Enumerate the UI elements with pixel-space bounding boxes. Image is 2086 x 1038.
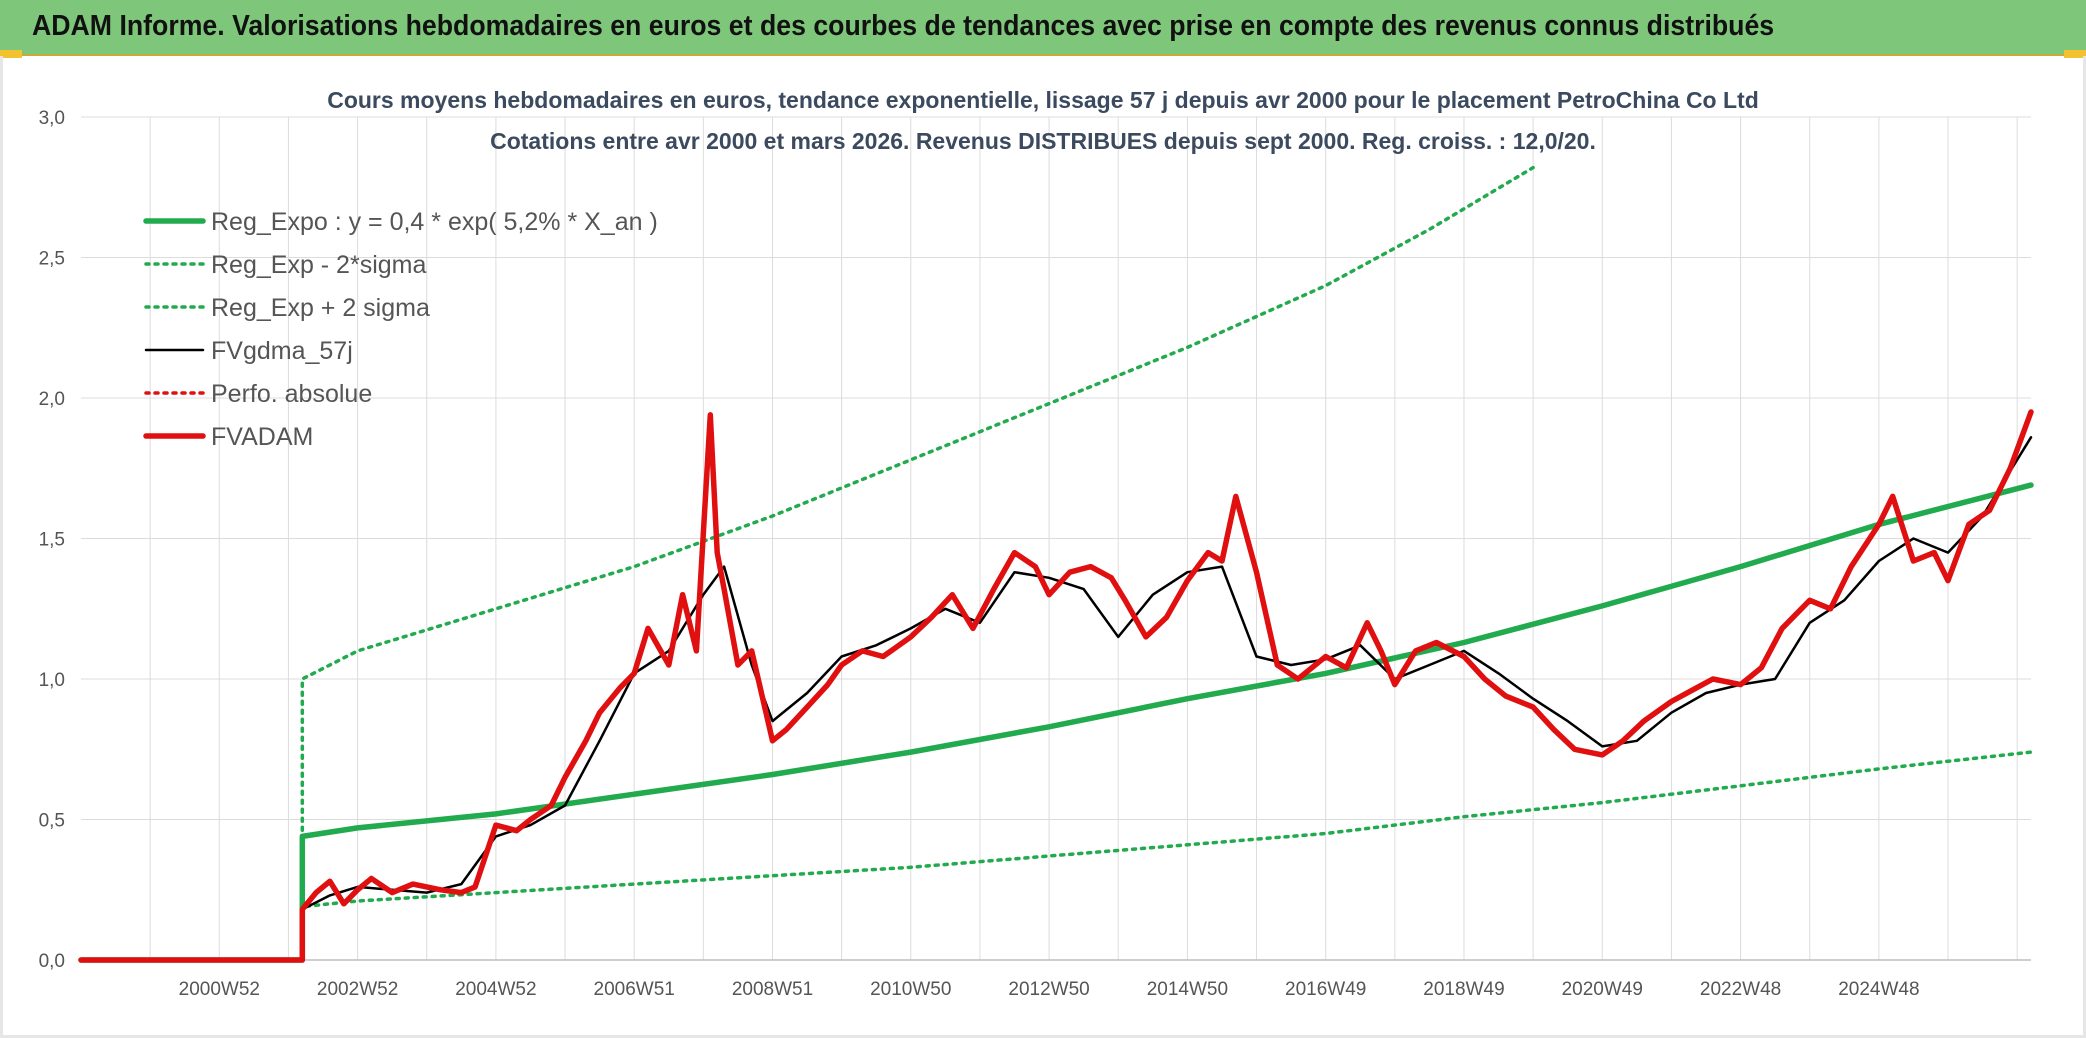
chart-svg: 0,0 0,5 1,0 1,5 2,0 2,5 3,0 2000W52 2002W52 2004W…	[39, 87, 2034, 1000]
x-tick-label: 2008W51	[732, 979, 813, 1000]
series-line-1	[79, 750, 2033, 962]
legend-label: Reg_Expo : y = 0,4 * exp( 5,2% * X_an )	[211, 208, 658, 236]
chart-subtitle: Cotations entre avr 2000 et mars 2026. R…	[490, 128, 1596, 154]
legend-label: Reg_Exp + 2 sigma	[211, 294, 430, 322]
legend-label: Perfo. absolue	[211, 380, 372, 408]
x-tick-label: 2004W52	[455, 979, 536, 1000]
series-line-0	[78, 482, 2034, 963]
y-tick-label: 2,0	[39, 389, 65, 410]
x-tick-label: 2024W48	[1838, 979, 1919, 1000]
corner-accent-left	[0, 50, 22, 58]
x-tick-label: 2012W50	[1008, 979, 1089, 1000]
header-bar: ADAM Informe. Valorisations hebdomadaire…	[0, 0, 2086, 56]
legend-label: FVgdma_57j	[211, 337, 353, 365]
corner-accent-right	[2064, 50, 2086, 58]
y-tick-label: 1,0	[39, 670, 65, 691]
y-tick-label: 0,5	[39, 811, 65, 832]
x-tick-label: 2000W52	[179, 979, 260, 1000]
x-tick-label: 2016W49	[1285, 979, 1366, 1000]
x-tick-label: 2018W49	[1423, 979, 1504, 1000]
series-line-5	[78, 409, 2034, 963]
y-tick-label: 2,5	[39, 249, 65, 270]
chart-title: Cours moyens hebdomadaires en euros, ten…	[327, 87, 1759, 113]
y-tick-label: 0,0	[39, 951, 65, 972]
y-tick-label: 1,5	[39, 530, 65, 551]
x-tick-label: 2022W48	[1700, 979, 1781, 1000]
series-line-2	[79, 165, 1535, 962]
legend-label: Reg_Exp - 2*sigma	[211, 251, 426, 279]
x-tick-label: 2010W50	[870, 979, 951, 1000]
legend-label: FVADAM	[211, 423, 313, 451]
chart-frame: 0,0 0,5 1,0 1,5 2,0 2,5 3,0 2000W52 2002W52 2004W…	[0, 56, 2086, 1038]
x-tick-label: 2006W51	[594, 979, 675, 1000]
x-tick-label: 2002W52	[317, 979, 398, 1000]
y-tick-label: 3,0	[39, 108, 65, 129]
page-title: ADAM Informe. Valorisations hebdomadaire…	[32, 10, 1775, 42]
x-tick-label: 2014W50	[1147, 979, 1228, 1000]
x-tick-label: 2020W49	[1562, 979, 1643, 1000]
